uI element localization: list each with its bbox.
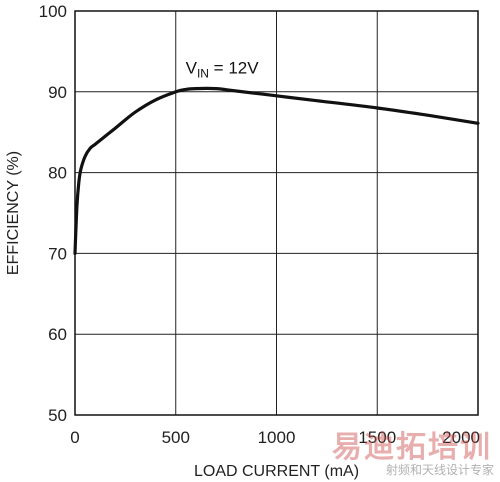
x-tick-label-500: 500	[162, 428, 190, 447]
x-axis-label: LOAD CURRENT (mA)	[194, 463, 359, 480]
vin-annotation: VIN = 12V	[186, 59, 260, 81]
y-tick-labels: 50 60 70 80 90 100	[39, 2, 67, 425]
vin-annotation-suffix: = 12V	[209, 59, 259, 78]
watermark-caption: 射频和天线设计专家	[385, 463, 494, 477]
x-tick-label-0: 0	[70, 428, 79, 447]
y-tick-label-80: 80	[48, 164, 67, 183]
x-tick-label-1000: 1000	[258, 428, 296, 447]
x-tick-labels: 0 500 1000 1500 2000	[70, 428, 480, 447]
y-tick-label-70: 70	[48, 244, 67, 263]
y-tick-label-90: 90	[48, 83, 67, 102]
y-axis-label: EFFICIENCY (%)	[5, 151, 22, 275]
vin-annotation-subscript: IN	[197, 67, 209, 81]
y-tick-label-100: 100	[39, 2, 67, 21]
y-tick-label-50: 50	[48, 406, 67, 425]
x-tick-label-1500: 1500	[358, 428, 396, 447]
watermark-logo: 易迪拓培训	[332, 430, 492, 465]
grid	[75, 11, 478, 415]
y-tick-label-60: 60	[48, 325, 67, 344]
vin-annotation-prefix: V	[186, 59, 198, 78]
efficiency-curve	[73, 86, 480, 255]
x-tick-label-2000: 2000	[442, 428, 480, 447]
